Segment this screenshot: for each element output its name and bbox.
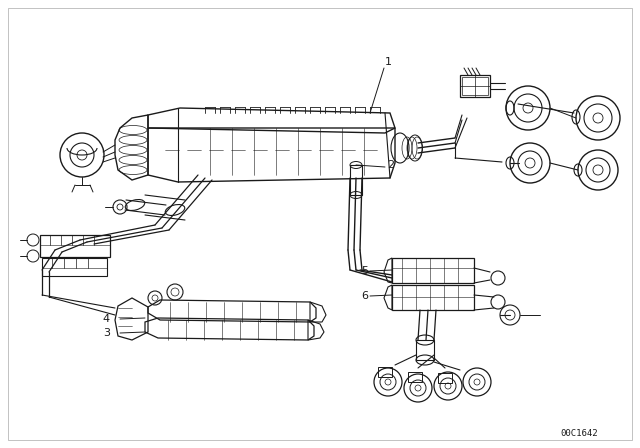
Bar: [438, 373, 452, 383]
Bar: [40, 235, 110, 257]
Text: 00C1642: 00C1642: [560, 430, 598, 439]
Bar: [460, 75, 490, 97]
Bar: [462, 77, 488, 95]
Text: 6: 6: [361, 291, 368, 301]
Bar: [350, 165, 362, 195]
Text: 3: 3: [103, 328, 110, 338]
Bar: [378, 367, 392, 377]
Bar: [408, 372, 422, 382]
Text: 4: 4: [103, 314, 110, 324]
Text: 5: 5: [361, 266, 368, 276]
Text: 2: 2: [387, 160, 394, 170]
Text: 1: 1: [385, 57, 392, 67]
Bar: [416, 340, 434, 360]
Bar: [42, 258, 107, 276]
